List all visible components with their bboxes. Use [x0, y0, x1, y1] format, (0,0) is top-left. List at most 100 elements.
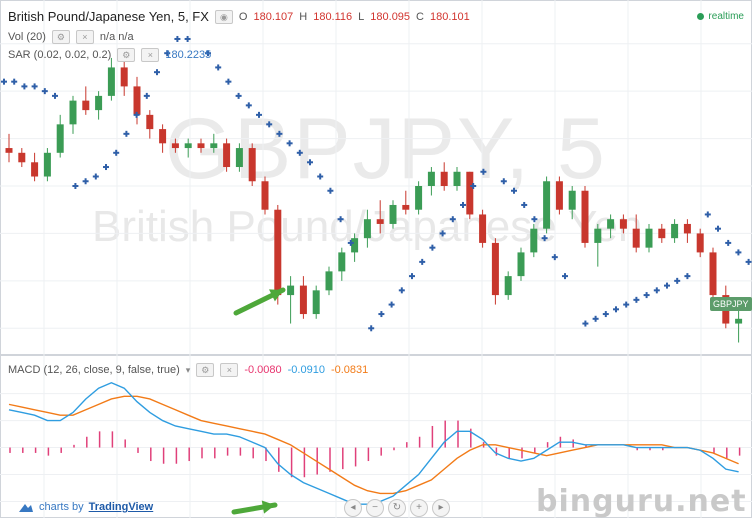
sar-dot: [256, 111, 262, 118]
candle-body: [261, 181, 269, 210]
sar-dot: [347, 239, 354, 246]
low-value: 180.095: [370, 10, 411, 23]
sar-dot: [480, 168, 487, 175]
sar-dot: [266, 121, 273, 128]
candle-body: [5, 148, 13, 153]
sar-label[interactable]: SAR (0.02, 0.02, 0.2): [8, 49, 112, 61]
sar-dot: [378, 311, 385, 318]
open-value: 180.107: [253, 10, 294, 23]
sar-dot: [623, 301, 630, 308]
scroll-left-icon[interactable]: ◂: [344, 499, 362, 517]
dropdown-icon[interactable]: ▾: [185, 364, 191, 375]
cloud-logo-icon: [19, 504, 33, 512]
sar-dot: [92, 173, 99, 180]
candle-body: [555, 181, 563, 210]
sar-dot: [541, 235, 548, 242]
sar-dot: [327, 187, 334, 194]
low-label: L: [358, 10, 365, 23]
zoom-in-icon[interactable]: +: [410, 499, 428, 517]
high-value: 180.116: [313, 10, 353, 23]
sar-dot: [286, 140, 293, 147]
vol-values: n/a n/a: [99, 31, 134, 43]
sar-dot: [1, 78, 7, 85]
sar-dot: [439, 230, 446, 237]
candle-body: [504, 276, 512, 296]
symbol-title[interactable]: British Pound/Japanese Yen, 5, FX: [8, 9, 209, 24]
settings-icon[interactable]: ⚙: [51, 30, 70, 44]
sar-dot: [643, 292, 650, 299]
sar-dot: [184, 35, 191, 42]
sar-dot: [296, 149, 303, 156]
candle-body: [159, 129, 167, 144]
close-icon[interactable]: ×: [75, 30, 94, 44]
candle-body: [440, 171, 448, 186]
sar-dot: [82, 178, 89, 185]
settings-icon[interactable]: ⚙: [117, 48, 136, 62]
candle-body: [31, 162, 39, 177]
sar-dot: [602, 311, 609, 318]
close-icon[interactable]: ×: [141, 48, 160, 62]
candle-body: [95, 95, 103, 111]
candle-body: [248, 148, 256, 182]
sar-dot: [307, 159, 313, 166]
candle-body: [223, 143, 231, 168]
sar-dot: [460, 201, 466, 208]
sar-dot: [735, 249, 742, 256]
sar-dot: [633, 296, 640, 303]
sar-dot: [388, 301, 395, 308]
sar-dot: [704, 211, 711, 218]
candle-body: [415, 186, 423, 210]
vol-label[interactable]: Vol (20): [8, 31, 46, 43]
annotation-arrow: [231, 500, 278, 515]
candle-body: [671, 223, 679, 239]
candle-body: [709, 252, 717, 296]
candle-body: [645, 228, 653, 248]
settings-icon[interactable]: ⚙: [196, 363, 215, 377]
candle-body: [287, 285, 295, 296]
candle-body: [18, 152, 26, 163]
sar-dot: [531, 216, 538, 223]
sar-dot: [123, 130, 130, 137]
sar-dot: [276, 130, 283, 137]
macd-label[interactable]: MACD (12, 26, close, 9, false, true): [8, 364, 180, 376]
candle-body: [568, 190, 576, 210]
macd-value-histogram: -0.0080: [244, 364, 282, 376]
sar-dot: [113, 149, 120, 156]
candle-body: [69, 100, 77, 125]
candle-body: [683, 223, 691, 234]
sar-dot: [235, 92, 242, 99]
candle-body: [453, 171, 461, 186]
sar-dot: [398, 287, 405, 294]
zoom-out-icon[interactable]: −: [366, 499, 384, 517]
sar-dot: [429, 244, 436, 251]
sar-dot: [72, 183, 79, 189]
candle-body: [107, 67, 115, 96]
sar-dot: [409, 273, 415, 280]
scroll-right-icon[interactable]: ▸: [432, 499, 450, 517]
sar-dot: [592, 315, 599, 322]
sar-dot: [174, 35, 181, 42]
candle-body: [146, 114, 154, 130]
open-label: O: [238, 10, 248, 23]
sar-dot: [225, 78, 232, 85]
sar-dot: [684, 273, 691, 280]
candle-body: [184, 143, 192, 149]
tradingview-link[interactable]: TradingView: [88, 501, 154, 513]
sar-dot: [500, 178, 507, 185]
sar-dot: [11, 78, 18, 85]
candle-body: [658, 228, 666, 239]
tradingview-logo[interactable]: charts by TradingView: [16, 501, 153, 513]
candle-body: [530, 228, 538, 253]
sar-dot: [674, 277, 681, 284]
eye-icon[interactable]: ◉: [214, 9, 233, 24]
reset-icon[interactable]: ↻: [388, 499, 406, 517]
candle-body: [389, 204, 397, 224]
candle-body: [479, 214, 487, 243]
candle-body: [696, 233, 704, 253]
signal-line: [8, 395, 739, 495]
sar-dot: [551, 254, 558, 261]
candle-body: [325, 271, 333, 291]
close-icon[interactable]: ×: [220, 363, 239, 377]
candle-body: [594, 228, 602, 243]
